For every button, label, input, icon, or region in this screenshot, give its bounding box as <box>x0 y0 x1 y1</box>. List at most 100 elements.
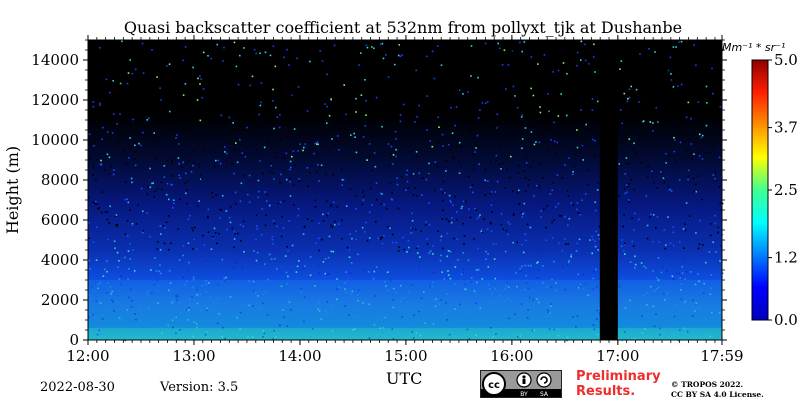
speckle-dot <box>456 211 458 213</box>
speckle-dot <box>623 249 625 252</box>
speckle-dot <box>469 186 472 189</box>
speckle-dot <box>720 208 723 211</box>
speckle-dot <box>490 204 493 207</box>
speckle-dot <box>479 214 481 216</box>
speckle-dot <box>201 284 204 287</box>
speckle-dot <box>354 195 357 197</box>
speckle-dot <box>652 270 654 272</box>
speckle-dot <box>106 211 108 213</box>
speckle-dot <box>379 192 382 195</box>
speckle-dot <box>140 187 143 190</box>
speckle-dot <box>110 292 113 295</box>
speckle-dot <box>662 177 665 179</box>
speckle-dot <box>198 200 200 202</box>
speckle-dot <box>406 251 408 253</box>
speckle-dot <box>287 249 289 252</box>
speckle-dot <box>409 325 411 327</box>
speckle-dot <box>309 335 312 338</box>
speckle-dot <box>662 84 664 87</box>
speckle-dot <box>338 286 341 289</box>
speckle-dot <box>390 198 393 200</box>
speckle-dot <box>434 161 437 163</box>
speckle-dot <box>314 285 316 287</box>
speckle-dot <box>89 313 92 316</box>
speckle-dot <box>440 235 443 238</box>
speckle-dot <box>434 305 437 308</box>
speckle-dot <box>187 218 190 220</box>
speckle-dot <box>586 294 589 297</box>
speckle-dot <box>666 292 668 295</box>
speckle-dot <box>398 328 400 331</box>
speckle-dot <box>124 181 127 183</box>
speckle-dot <box>349 272 352 274</box>
speckle-dot <box>169 110 171 113</box>
speckle-dot <box>109 285 112 288</box>
speckle-dot <box>363 195 365 197</box>
speckle-dot <box>192 335 194 338</box>
speckle-dot <box>590 128 593 130</box>
speckle-dot <box>95 159 98 161</box>
speckle-dot <box>492 67 494 69</box>
speckle-dot <box>485 109 487 111</box>
speckle-dot <box>428 142 431 144</box>
speckle-dot <box>373 47 375 50</box>
speckle-dot <box>668 189 671 191</box>
speckle-dot <box>96 333 99 336</box>
speckle-dot <box>622 225 624 228</box>
x-tick-label: 14:00 <box>278 347 321 365</box>
speckle-dot <box>289 181 291 183</box>
speckle-dot <box>655 227 657 229</box>
speckle-dot <box>259 52 261 55</box>
speckle-dot <box>319 50 321 52</box>
speckle-dot <box>711 67 713 70</box>
speckle-dot <box>126 220 129 222</box>
speckle-dot <box>143 326 145 328</box>
speckle-dot <box>303 267 305 270</box>
speckle-dot <box>418 172 421 175</box>
speckle-dot <box>428 202 430 204</box>
speckle-dot <box>697 247 700 250</box>
speckle-dot <box>186 202 189 205</box>
speckle-dot <box>171 160 174 163</box>
speckle-dot <box>196 248 198 251</box>
speckle-dot <box>661 116 664 118</box>
speckle-dot <box>118 278 121 280</box>
speckle-dot <box>408 246 410 249</box>
speckle-dot <box>185 81 187 83</box>
speckle-dot <box>549 193 552 195</box>
speckle-dot <box>512 214 515 217</box>
speckle-dot <box>510 257 513 259</box>
speckle-dot <box>501 167 503 170</box>
speckle-dot <box>501 332 504 335</box>
speckle-dot <box>594 140 596 142</box>
speckle-dot <box>193 161 195 164</box>
speckle-dot <box>269 54 272 57</box>
speckle-dot <box>115 97 117 100</box>
speckle-dot <box>262 302 264 305</box>
speckle-dot <box>572 204 575 206</box>
speckle-dot <box>682 247 685 249</box>
speckle-dot <box>384 281 386 283</box>
speckle-dot <box>309 256 312 258</box>
speckle-dot <box>221 336 223 338</box>
speckle-dot <box>441 133 444 136</box>
speckle-dot <box>173 202 175 205</box>
speckle-dot <box>652 305 655 308</box>
speckle-dot <box>536 262 538 264</box>
speckle-dot <box>153 196 156 198</box>
speckle-dot <box>317 131 320 133</box>
speckle-dot <box>392 306 394 309</box>
speckle-dot <box>498 47 501 50</box>
speckle-dot <box>456 238 458 240</box>
speckle-dot <box>646 224 649 227</box>
speckle-dot <box>133 66 135 69</box>
speckle-dot <box>559 55 561 58</box>
speckle-dot <box>665 93 668 95</box>
speckle-dot <box>184 283 186 286</box>
speckle-dot <box>278 126 281 129</box>
speckle-dot <box>129 258 132 260</box>
x-tick-label: 15:00 <box>384 347 427 365</box>
speckle-dot <box>519 267 521 270</box>
x-axis-label: UTC <box>386 369 423 388</box>
speckle-dot <box>655 75 657 78</box>
